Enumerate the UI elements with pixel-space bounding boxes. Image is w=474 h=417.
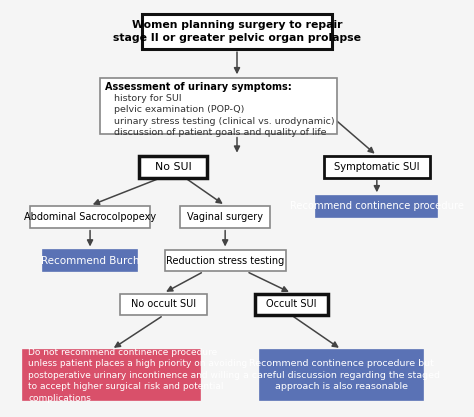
Text: Occult SUI: Occult SUI — [266, 299, 317, 309]
FancyBboxPatch shape — [22, 350, 200, 400]
FancyBboxPatch shape — [142, 14, 332, 49]
Text: Women planning surgery to repair
stage II or greater pelvic organ prolapse: Women planning surgery to repair stage I… — [113, 20, 361, 43]
FancyBboxPatch shape — [316, 196, 437, 217]
Text: No occult SUI: No occult SUI — [131, 299, 196, 309]
FancyBboxPatch shape — [43, 250, 137, 271]
FancyBboxPatch shape — [259, 350, 423, 400]
Text: Recommend continence procedure: Recommend continence procedure — [290, 201, 464, 211]
Text: Recommend continence procedure but
a careful discussion regarding the staged
app: Recommend continence procedure but a car… — [243, 359, 440, 391]
FancyBboxPatch shape — [138, 156, 207, 178]
Text: Assessment of urinary symptoms:: Assessment of urinary symptoms: — [105, 83, 292, 92]
Text: Do not recommend continence procedure
unless patient places a high priority on a: Do not recommend continence procedure un… — [28, 348, 247, 403]
FancyBboxPatch shape — [255, 294, 328, 315]
FancyBboxPatch shape — [119, 294, 207, 315]
Text: Reduction stress testing: Reduction stress testing — [166, 256, 284, 266]
Text: Abdominal Sacrocolpopexy: Abdominal Sacrocolpopexy — [24, 212, 156, 222]
FancyBboxPatch shape — [323, 156, 430, 178]
FancyBboxPatch shape — [180, 206, 270, 228]
Text: history for SUI
   pelvic examination (POP-Q)
   urinary stress testing (clinica: history for SUI pelvic examination (POP-… — [105, 94, 335, 137]
Text: Symptomatic SUI: Symptomatic SUI — [334, 162, 419, 172]
FancyBboxPatch shape — [164, 250, 285, 271]
Text: Recommend Burch: Recommend Burch — [41, 256, 139, 266]
FancyBboxPatch shape — [29, 206, 151, 228]
Text: No SUI: No SUI — [155, 162, 191, 172]
Text: Vaginal surgery: Vaginal surgery — [187, 212, 263, 222]
FancyBboxPatch shape — [100, 78, 337, 135]
